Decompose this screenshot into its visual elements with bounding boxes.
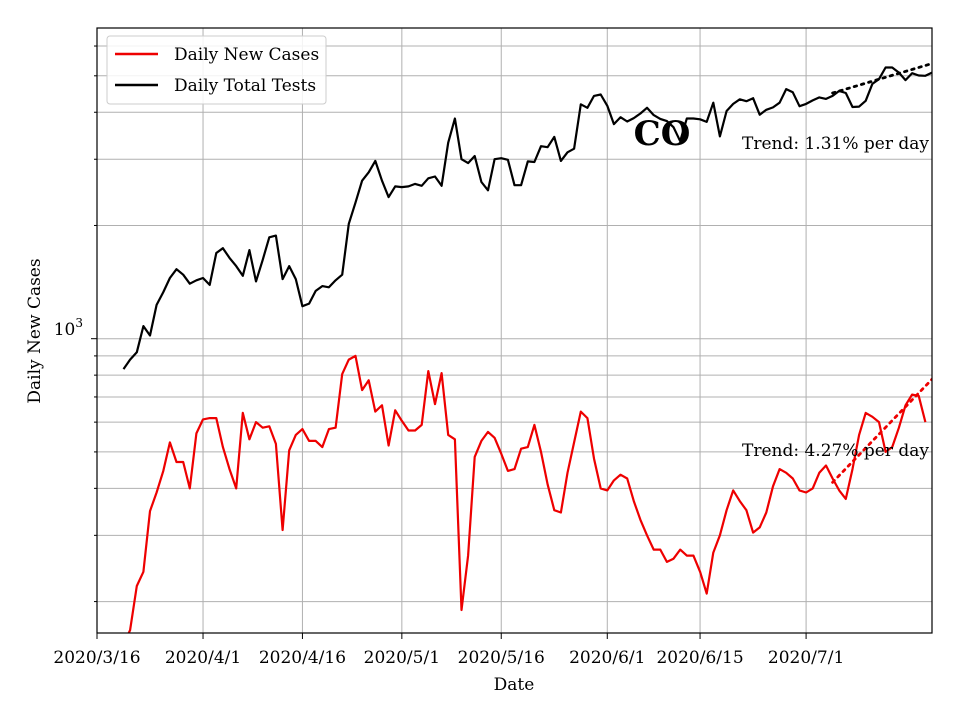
series-line-daily-total-tests — [122, 66, 932, 370]
y-tick-base: 10 — [54, 320, 76, 340]
y-axis-ticks — [91, 45, 97, 603]
state-label: CO — [634, 114, 691, 154]
x-tick-label: 2020/4/16 — [259, 648, 346, 668]
x-tick-label: 2020/3/16 — [53, 648, 140, 668]
grid-lines — [96, 28, 932, 633]
x-tick-label: 2020/6/1 — [569, 648, 645, 668]
trend-line-tests — [831, 62, 932, 95]
x-tick-label: 2020/4/1 — [165, 648, 241, 668]
y-tick-exponent: 3 — [75, 316, 83, 330]
series-line-daily-new-cases — [127, 354, 927, 633]
legend-label-tests: Daily Total Tests — [174, 76, 316, 96]
series-layer — [122, 66, 932, 633]
x-tick-label: 2020/7/1 — [768, 648, 844, 668]
x-tick-label: 2020/5/16 — [458, 648, 545, 668]
trend-label-cases: Trend: 4.27% per day — [742, 441, 929, 461]
x-axis-label: Date — [494, 675, 535, 695]
trend-label-tests: Trend: 1.31% per day — [742, 134, 929, 154]
x-tick-label: 2020/5/1 — [364, 648, 440, 668]
plot-frame — [96, 27, 933, 634]
y-axis-label: Daily New Cases — [25, 258, 45, 403]
y-tick-label-1000: 103 — [54, 316, 83, 340]
legend-label-cases: Daily New Cases — [174, 45, 319, 65]
legend-box — [106, 35, 327, 105]
trend-line-cases — [831, 377, 932, 484]
x-axis-ticks: 2020/3/16 2020/4/1 2020/4/16 2020/5/1 2020/5… — [53, 633, 844, 668]
legend: Daily New Cases Daily Total Tests — [106, 35, 327, 105]
x-tick-label: 2020/6/15 — [656, 648, 743, 668]
trend-layer — [831, 62, 932, 484]
